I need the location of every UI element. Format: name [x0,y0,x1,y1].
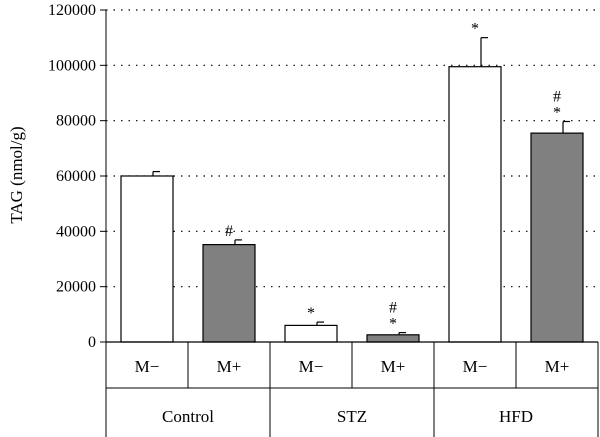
y-tick-label: 20000 [56,279,96,296]
y-tick-label: 40000 [56,223,96,240]
bar [120,175,174,343]
grid-lines [106,9,598,288]
y-tick-label: 80000 [56,113,96,130]
x-axis: M− M+ M− M+ M− M+ Control STZ HFD [105,341,599,437]
bar [284,324,338,343]
bars: #**#**# [120,21,584,343]
x-group-label: Control [162,407,214,426]
y-axis: 0 20000 40000 60000 80000 100000 120000 [48,2,107,351]
significance-mark: # [389,300,397,317]
y-tick-label: 60000 [56,168,96,185]
bar [366,334,420,343]
significance-mark: * [553,104,561,121]
y-tick-label: 100000 [48,57,96,74]
significance-mark: * [307,305,315,322]
x-category-label: M− [135,357,160,376]
x-category-label: M+ [217,357,242,376]
bar [448,66,502,343]
significance-mark: # [553,88,561,105]
x-category-label: M− [463,357,488,376]
significance-mark: * [389,316,397,333]
significance-mark: # [225,223,233,240]
x-category-label: M− [299,357,324,376]
bar [530,132,584,343]
x-group-label: STZ [337,407,367,426]
y-tick-label: 0 [88,334,96,351]
x-category-label: M+ [381,357,406,376]
y-tick-label: 120000 [48,2,96,19]
y-axis-title: TAG (nmol/g) [7,126,26,223]
significance-mark: * [471,21,479,38]
bar [202,244,256,343]
x-category-label: M+ [545,357,570,376]
x-group-label: HFD [499,407,533,426]
